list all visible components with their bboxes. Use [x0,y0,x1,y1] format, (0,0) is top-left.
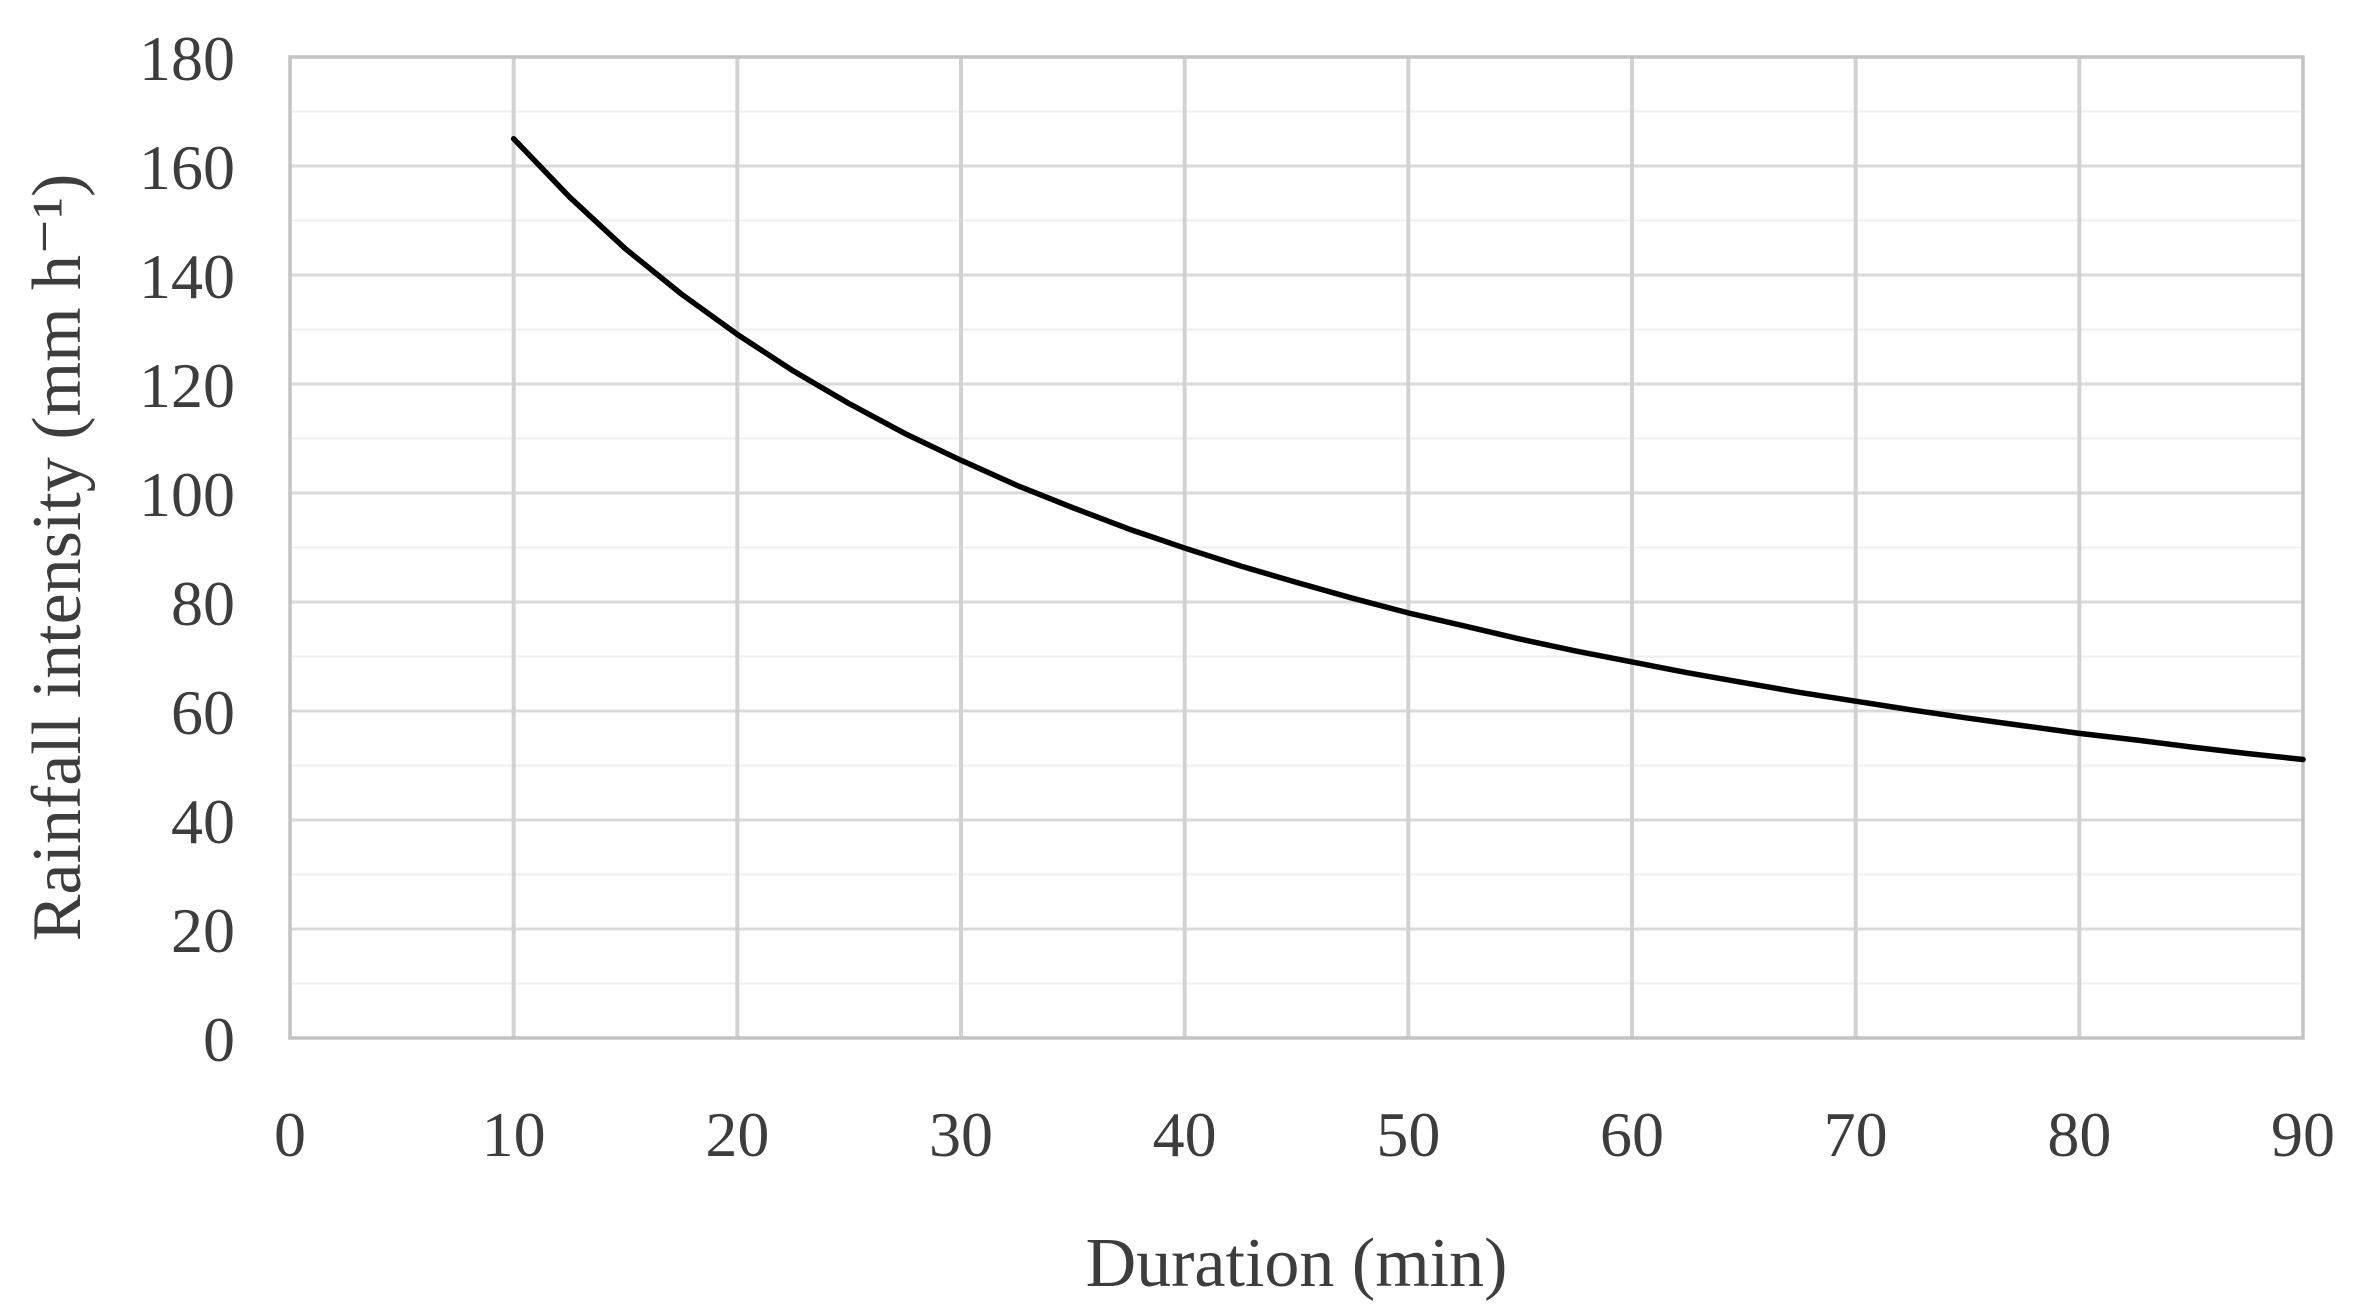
y-tick-label: 60 [171,677,235,748]
x-axis-title: Duration (min) [1086,1225,1508,1302]
y-tick-label: 80 [171,568,235,639]
x-tick-label: 90 [2271,1099,2335,1170]
y-tick-label: 140 [139,241,235,312]
x-tick-label: 10 [482,1099,546,1170]
y-tick-label: 20 [171,895,235,966]
y-tick-label: 180 [139,23,235,94]
y-minor-gridlines [290,110,2303,985]
x-tick-label: 50 [1376,1099,1440,1170]
y-tick-label: 0 [203,1004,235,1075]
x-tick-label: 80 [2047,1099,2111,1170]
y-axis-title: Rainfall intensity (mm h⁻¹) [19,174,96,942]
rainfall-intensity-curve [510,136,2306,763]
y-tick-label: 40 [171,786,235,857]
x-tick-label: 60 [1600,1099,1664,1170]
y-major-gridlines [290,55,2303,931]
x-tick-label: 20 [705,1099,769,1170]
y-tick-label: 100 [139,459,235,530]
y-tick-label: 120 [139,350,235,421]
y-tick-labels: 0 20 40 60 80 100 120 140 160 180 [139,23,235,1075]
x-tick-label: 70 [1824,1099,1888,1170]
x-tick-labels: 0 10 20 30 40 50 60 70 80 90 [274,1099,2335,1170]
x-tick-label: 30 [929,1099,993,1170]
y-tick-label: 160 [139,132,235,203]
x-tick-label: 40 [1153,1099,1217,1170]
x-tick-label: 0 [274,1099,306,1170]
plot-border [288,55,2305,1040]
